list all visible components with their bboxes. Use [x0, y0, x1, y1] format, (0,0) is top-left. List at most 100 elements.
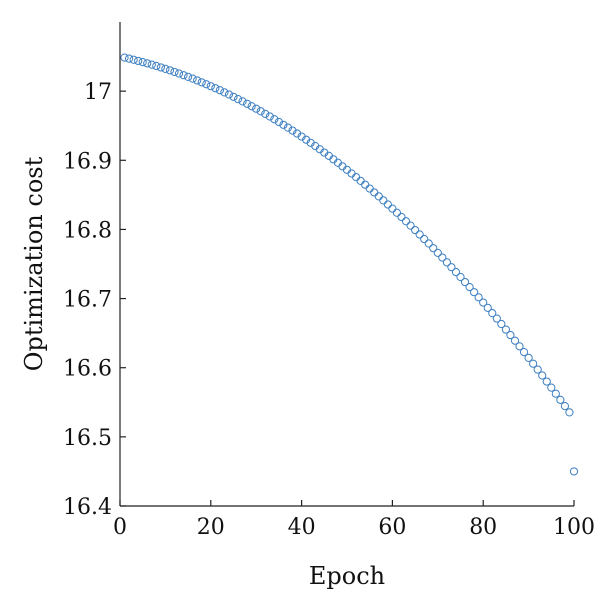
- y-tick-label: 16.9: [63, 149, 112, 174]
- data-point: [424, 239, 433, 248]
- data-point: [447, 263, 456, 272]
- data-point: [501, 325, 510, 334]
- data-point: [533, 365, 542, 374]
- x-tick-label: 100: [553, 515, 595, 540]
- data-point: [129, 55, 138, 64]
- data-point: [456, 272, 465, 282]
- data-point: [184, 72, 193, 81]
- data-point: [270, 115, 279, 124]
- data-point: [506, 330, 515, 340]
- x-tick-label: 80: [469, 515, 497, 540]
- data-point: [401, 217, 411, 226]
- data-point: [197, 78, 206, 87]
- data-point: [479, 298, 488, 307]
- data-point: [247, 102, 256, 111]
- data-point: [488, 309, 497, 318]
- data-point: [252, 104, 261, 113]
- data-point: [143, 59, 152, 68]
- y-tick-label: 16.8: [63, 218, 112, 243]
- data-point: [156, 63, 165, 72]
- data-point: [551, 389, 560, 398]
- data-point: [279, 120, 288, 129]
- data-point: [465, 282, 474, 292]
- x-tick-label: 40: [288, 515, 316, 540]
- data-point: [356, 176, 365, 185]
- data-point: [420, 234, 429, 244]
- data-point: [165, 66, 175, 75]
- data-point: [370, 188, 379, 197]
- data-point: [361, 180, 370, 189]
- data-point: [483, 303, 492, 312]
- data-point: [193, 76, 202, 85]
- data-point: [556, 395, 565, 404]
- data-point: [170, 67, 179, 77]
- data-point: [243, 99, 252, 108]
- data-point: [383, 200, 392, 209]
- x-tick-label: 20: [197, 515, 225, 540]
- data-point: [233, 94, 243, 104]
- data-point: [569, 467, 579, 476]
- data-point: [474, 293, 483, 302]
- data-point: [470, 288, 479, 297]
- x-tick-label: 60: [378, 515, 406, 540]
- data-point: [492, 314, 501, 323]
- data-point: [161, 64, 170, 73]
- data-point: [547, 383, 556, 392]
- data-point: [256, 107, 265, 116]
- data-point: [215, 86, 224, 95]
- data-point: [565, 408, 574, 417]
- data-point: [206, 82, 215, 91]
- data-point: [124, 54, 134, 63]
- data-point: [560, 401, 570, 411]
- data-point: [397, 212, 406, 222]
- data-point: [220, 88, 229, 97]
- data-point: [451, 267, 461, 277]
- data-point: [134, 56, 143, 66]
- data-point: [438, 253, 447, 262]
- data-point: [515, 342, 524, 351]
- data-point: [442, 258, 451, 267]
- y-tick-label: 17: [84, 80, 112, 105]
- data-point: [229, 92, 238, 101]
- data-point: [188, 74, 197, 83]
- y-tick-label: 16.7: [63, 288, 112, 313]
- data-point: [265, 112, 274, 121]
- data-point: [429, 244, 438, 253]
- axes: 0 20 40 60 80 100 16.4 16.5 16.6 16.7 16.8 16.9 17: [63, 22, 595, 540]
- data-point: [538, 371, 547, 380]
- data-point: [411, 225, 420, 235]
- data-point: [460, 277, 470, 287]
- data-point: [147, 60, 156, 69]
- data-point: [138, 58, 147, 67]
- y-axis-label: Optimization cost: [20, 156, 48, 371]
- x-axis-label: Epoch: [309, 562, 385, 590]
- x-tick-label: 0: [113, 515, 127, 540]
- data-point: [406, 221, 415, 230]
- data-points: [120, 53, 579, 476]
- data-point: [238, 97, 247, 106]
- data-point: [415, 230, 424, 239]
- data-point: [120, 53, 129, 62]
- data-point: [379, 196, 388, 205]
- data-point: [261, 109, 270, 118]
- data-point: [365, 184, 374, 193]
- data-point: [288, 126, 297, 135]
- data-point: [202, 80, 211, 89]
- data-point: [211, 84, 220, 93]
- data-point: [283, 123, 293, 132]
- data-point: [497, 319, 506, 329]
- data-point: [374, 192, 383, 201]
- data-point: [152, 61, 161, 71]
- data-point: [179, 71, 188, 80]
- data-point: [519, 347, 529, 357]
- data-point: [433, 248, 442, 257]
- data-point: [224, 90, 234, 99]
- data-point: [174, 69, 184, 78]
- data-point: [524, 353, 533, 362]
- data-point: [510, 336, 520, 345]
- y-tick-label: 16.6: [63, 357, 112, 382]
- y-tick-label: 16.4: [63, 495, 112, 520]
- data-point: [388, 204, 397, 213]
- data-point: [529, 359, 538, 368]
